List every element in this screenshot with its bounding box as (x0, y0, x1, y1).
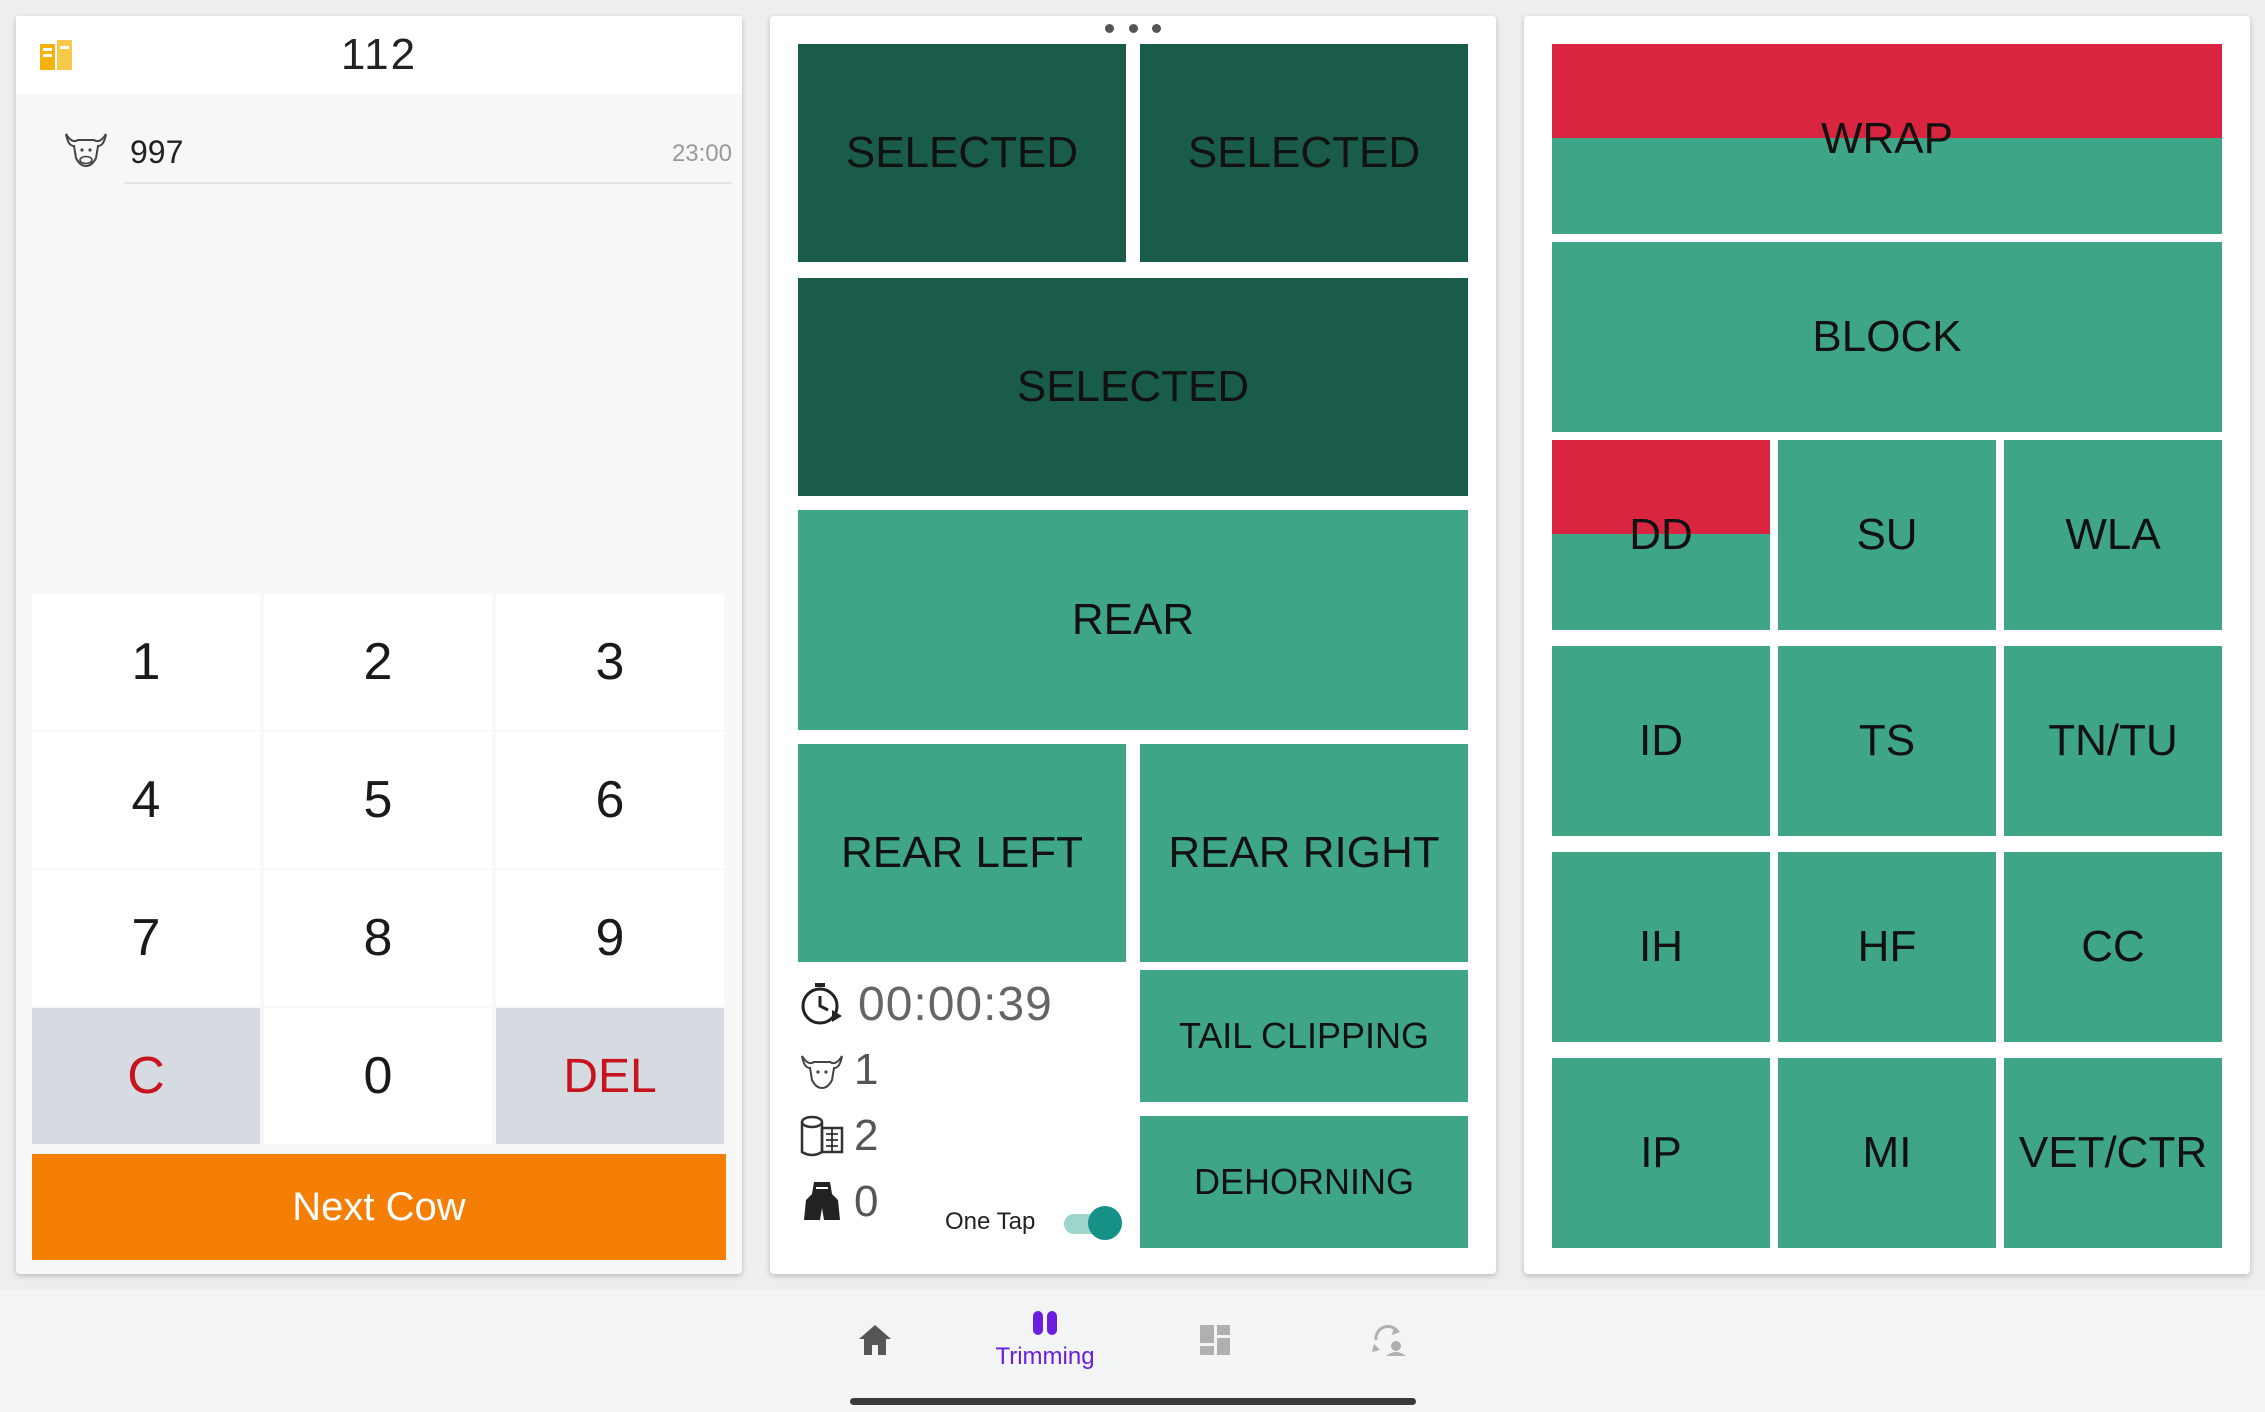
rear-tile[interactable]: REAR (798, 510, 1468, 730)
cow-head-icon (65, 133, 107, 168)
cow-head-icon (801, 1055, 843, 1090)
key-2[interactable]: 2 (264, 594, 492, 730)
book-icon[interactable] (38, 38, 74, 74)
code-tile-mi[interactable]: MI (1778, 1058, 1996, 1248)
cow-count-row: 1 (798, 1040, 878, 1100)
code-tile-ts[interactable]: TS (1778, 646, 1996, 836)
toggle-knob (1088, 1206, 1122, 1240)
code-tile-vet-ctr[interactable]: VET/CTR (2004, 1058, 2222, 1248)
more-options-icon[interactable] (1105, 24, 1161, 38)
rear-right-tile[interactable]: REAR RIGHT (1140, 744, 1468, 962)
timer-icon (801, 983, 842, 1025)
code-tile-id[interactable]: ID (1552, 646, 1770, 836)
code-tile-hf[interactable]: HF (1778, 852, 1996, 1042)
home-icon (859, 1325, 891, 1355)
home-indicator (850, 1398, 1416, 1405)
key-4[interactable]: 4 (32, 732, 260, 868)
cow-time: 23:00 (671, 140, 732, 167)
next-cow-button[interactable]: Next Cow (32, 1154, 726, 1260)
selected-tile-front[interactable]: SELECTED (798, 278, 1468, 496)
key-7[interactable]: 7 (32, 870, 260, 1006)
nav-dashboard[interactable] (1180, 1290, 1250, 1390)
dehorning-tile[interactable]: DEHORNING (1140, 1116, 1468, 1248)
hoof-icon (804, 1182, 840, 1220)
key-6[interactable]: 6 (496, 732, 724, 868)
key-0[interactable]: 0 (264, 1008, 492, 1144)
nav-sync[interactable] (1355, 1290, 1425, 1390)
nav-trimming-label: Trimming (995, 1343, 1095, 1370)
wrap-label: WRAP (1821, 114, 1953, 163)
delete-key[interactable]: DEL (496, 1008, 724, 1144)
code-tile-tn-tu[interactable]: TN/TU (2004, 646, 2222, 836)
header-number: 112 (340, 30, 418, 79)
alert-band (1552, 44, 2222, 138)
hoof-count-row: 0 (798, 1172, 878, 1232)
cow-entry-panel: 112 997 23:00 1 2 3 4 5 6 7 8 9 C 0 DEL … (16, 16, 742, 1274)
tail-clipping-tile[interactable]: TAIL CLIPPING (1140, 970, 1468, 1102)
code-tile-dd[interactable]: DD (1552, 440, 1770, 630)
code-tile-wla[interactable]: WLA (2004, 440, 2222, 630)
selected-tile-front-left[interactable]: SELECTED (798, 44, 1126, 262)
wrap-count-row: 2 (798, 1106, 878, 1166)
code-tile-cc[interactable]: CC (2004, 852, 2222, 1042)
treatment-panel: SELECTED SELECTED SELECTED REAR REAR LEF… (770, 16, 1496, 1274)
cow-list-item[interactable]: 997 23:00 (32, 112, 732, 192)
cow-count: 1 (854, 1045, 879, 1094)
key-5[interactable]: 5 (264, 732, 492, 868)
dashboard-icon (1200, 1325, 1230, 1355)
code-tile-ih[interactable]: IH (1552, 852, 1770, 1042)
key-3[interactable]: 3 (496, 594, 724, 730)
one-tap-toggle[interactable] (1060, 1206, 1122, 1240)
one-tap-label: One Tap (945, 1208, 1036, 1235)
key-9[interactable]: 9 (496, 870, 724, 1006)
key-1[interactable]: 1 (32, 594, 260, 730)
sync-icon (1372, 1325, 1406, 1356)
nav-trimming[interactable]: Trimming (980, 1290, 1110, 1390)
bandage-roll-icon (800, 1115, 844, 1157)
trimming-icon (1033, 1311, 1057, 1335)
nav-home[interactable] (840, 1290, 910, 1390)
selected-tile-front-right[interactable]: SELECTED (1140, 44, 1468, 262)
divider (124, 182, 732, 184)
code-label: DD (1629, 510, 1693, 559)
panel-header: 112 (16, 16, 742, 94)
cow-id: 997 (130, 134, 184, 170)
lesion-code-panel: WRAP BLOCK DD SU WLA ID TS TN/TU IH HF C… (1524, 16, 2250, 1274)
code-tile-ip[interactable]: IP (1552, 1058, 1770, 1248)
rear-left-tile[interactable]: REAR LEFT (798, 744, 1126, 962)
wrap-tile[interactable]: WRAP (1552, 44, 2222, 234)
timer-value: 00:00:39 (858, 977, 1053, 1031)
timer-row: 00:00:39 (798, 974, 1053, 1034)
hoof-count: 0 (854, 1177, 879, 1226)
bottom-navigation: Trimming (0, 1290, 2265, 1412)
wrap-count: 2 (854, 1111, 879, 1160)
code-tile-su[interactable]: SU (1778, 440, 1996, 630)
alert-band (1552, 440, 1770, 534)
block-tile[interactable]: BLOCK (1552, 242, 2222, 432)
numeric-keypad: 1 2 3 4 5 6 7 8 9 C 0 DEL (32, 594, 726, 1146)
clear-key[interactable]: C (32, 1008, 260, 1144)
key-8[interactable]: 8 (264, 870, 492, 1006)
